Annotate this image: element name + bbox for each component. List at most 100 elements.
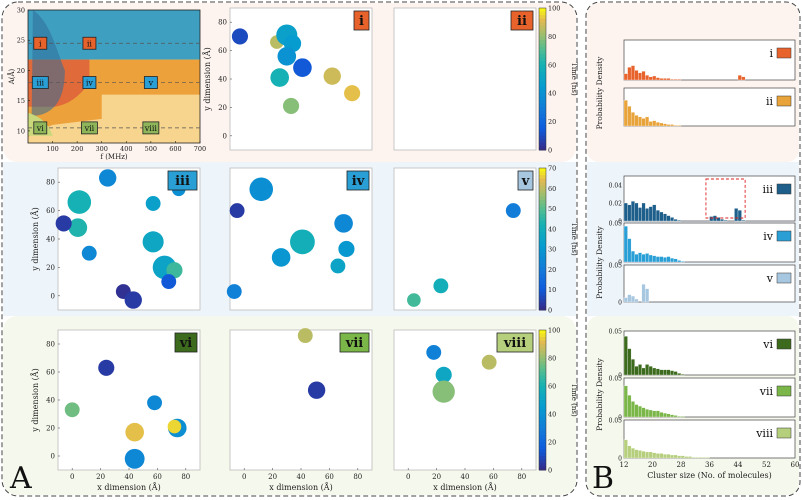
- hist-axes-ii: [623, 87, 796, 127]
- colorbar-segment: [539, 358, 546, 362]
- colorbar-segment: [539, 239, 546, 244]
- map-marker-label: vi: [36, 124, 45, 133]
- colorbar-segment: [539, 379, 546, 383]
- scatter-xtick-label: 0: [406, 473, 410, 481]
- hist-legend-label: i: [769, 47, 773, 60]
- hist-bar-viii-27: [677, 455, 682, 459]
- hist-bar-i-23: [663, 78, 667, 81]
- colorbar-segment: [539, 192, 546, 197]
- colorbar-segment: [539, 15, 546, 20]
- hist-legend-label: iv: [763, 230, 774, 243]
- hist-bar-vi-14: [630, 359, 635, 376]
- colorbar-segment: [539, 389, 546, 394]
- colorbar-segment: [539, 337, 546, 341]
- hist-bar-iii-43: [734, 208, 739, 222]
- colorbar-segment: [539, 344, 546, 348]
- scatter-xtick-label: 80: [353, 473, 362, 481]
- bubble-i-9: [283, 97, 300, 115]
- scatter-ytick-label: 80: [218, 19, 227, 27]
- bubble-iv-3: [290, 229, 315, 255]
- panel-tag-iii: [167, 170, 198, 191]
- colorbar-segment: [539, 103, 546, 108]
- bubble-iv-5: [338, 240, 355, 257]
- scatter-ytick-label: 0: [223, 132, 227, 140]
- scatter-ytick-label: 40: [218, 76, 227, 84]
- colorbar-tick-label: 80: [548, 355, 556, 363]
- map-marker-iii: [31, 76, 49, 89]
- colorbar-segment: [539, 452, 546, 457]
- hist-bar-iv-17: [641, 254, 646, 263]
- hist-bar-vi-21: [655, 368, 660, 376]
- hist-bar-vii-16: [638, 405, 642, 418]
- map-ytick-label: 20: [17, 67, 25, 75]
- hist-bar-ii-20: [652, 120, 657, 127]
- hist-bar-v-17: [641, 284, 646, 303]
- colorbar-segment: [539, 274, 546, 279]
- hist-ylabel-2: Probability Density: [595, 357, 604, 431]
- hist-bar-iv-21: [655, 256, 660, 263]
- colorbar-tick-label: 20: [548, 118, 556, 126]
- colorbar-segment: [539, 121, 546, 126]
- hist-bar-viii-22: [659, 453, 664, 459]
- hist-bar-iv-24: [666, 256, 671, 263]
- hist-bar-iii-12: [623, 202, 628, 222]
- map-xtick-label: 700: [194, 145, 206, 153]
- hist-bar-vii-17: [641, 407, 646, 418]
- colorbar-segment: [539, 302, 546, 307]
- hist-ytick-label: 0.05: [609, 263, 623, 270]
- hist-xtick-label: 44: [734, 461, 743, 469]
- map-xtick-label: 600: [169, 145, 181, 153]
- map-marker-label: iii: [36, 79, 44, 88]
- hist-bar-iii-17: [641, 202, 646, 222]
- colorbar-segment: [539, 32, 546, 37]
- colorbar-segment: [539, 221, 546, 226]
- colorbar-tick-label: 20: [548, 439, 556, 447]
- scatter-xtick-label: 20: [96, 473, 105, 481]
- colorbar-segment: [539, 330, 546, 334]
- hist-bar-ii-23: [663, 123, 667, 127]
- scatter-xtick-label: 60: [325, 473, 334, 481]
- hist-bar-vi-27: [677, 373, 682, 376]
- hist-bar-v-13: [627, 294, 632, 303]
- hist-legend-label: ii: [766, 95, 774, 108]
- bubble-iv-0: [249, 177, 274, 202]
- hist-bar-v-18: [645, 288, 650, 303]
- colorbar-segment: [539, 135, 546, 140]
- hist-bar-iii-25: [670, 217, 675, 222]
- colorbar-segment: [539, 25, 546, 30]
- hist-bar-v-12: [623, 297, 628, 303]
- colorbar-segment: [539, 139, 546, 144]
- bubble-iii-0: [99, 169, 117, 187]
- panel-tag-label: vi: [179, 336, 193, 351]
- colorbar-segment: [539, 22, 546, 27]
- bubble-i-5: [293, 58, 312, 77]
- hist-bar-vi-24: [666, 369, 671, 376]
- colorbar-segment: [539, 417, 546, 422]
- panel-tag-vii: [339, 332, 370, 353]
- colorbar-segment: [539, 196, 546, 201]
- colorbar-segment: [539, 410, 546, 415]
- bubble-iii-12: [124, 291, 142, 309]
- hist-bar-i-22: [659, 78, 664, 81]
- colorbar-segment: [539, 288, 546, 293]
- bubble-viii-2: [435, 366, 452, 383]
- bubble-iii-10: [161, 274, 177, 290]
- scatter-axes-v: [393, 167, 537, 311]
- hist-ytick-label: 0: [618, 300, 622, 307]
- bubble-iii-4: [81, 245, 97, 261]
- hist-bar-iii-20: [652, 204, 657, 222]
- hist-bar-iv-15: [634, 254, 639, 263]
- colorbar-segment: [539, 340, 546, 345]
- hist-bar-iii-19: [648, 206, 653, 222]
- scatter-xtick-label: 60: [489, 473, 498, 481]
- hist-ytick-label: 0: [618, 415, 622, 422]
- colorbar-segment: [539, 270, 546, 275]
- hist-bar-iii-13: [627, 204, 632, 222]
- colorbar-segment: [539, 263, 546, 268]
- colorbar-segment: [539, 71, 546, 76]
- hist-axes-viii: [623, 419, 796, 459]
- scatter-xtick-label: 80: [517, 473, 526, 481]
- colorbar-segment: [539, 75, 546, 80]
- hist-bar-ii-14: [630, 112, 635, 127]
